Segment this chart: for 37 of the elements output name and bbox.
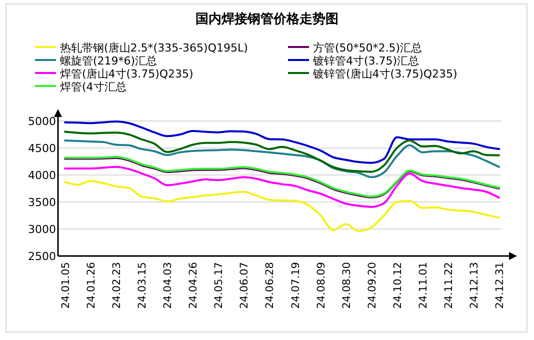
x-tick-label: 24.02.23	[111, 262, 124, 309]
legend-label: 焊管(唐山4寸(3.75)Q235)	[60, 68, 194, 80]
y-tick-label: 2500	[28, 250, 56, 263]
legend-label: 焊管(4寸汇总	[60, 80, 126, 94]
x-tick-label: 24.04.03	[162, 262, 174, 309]
legend-label: 螺旋管(219*6)汇总	[60, 54, 158, 68]
legend-label: 方管(50*50*2.5)汇总	[313, 42, 422, 54]
y-tick-label: 3500	[28, 196, 56, 209]
x-tick-label: 24.11.01	[417, 262, 430, 309]
y-tick-label: 4000	[28, 169, 56, 182]
x-tick-label: 24.07.19	[290, 262, 302, 309]
x-tick-label: 24.08.09	[315, 262, 328, 309]
legend-label: 热轧带钢(唐山2.5*(335-365)Q195L)	[60, 42, 248, 54]
x-tick-label: 24.04.26	[188, 262, 200, 309]
x-tick-label: 24.10.12	[392, 262, 404, 309]
x-tick-label: 24.01.26	[86, 262, 98, 309]
x-tick-label: 24.12.31	[494, 262, 506, 309]
line-series	[64, 166, 500, 208]
line-series	[64, 120, 500, 164]
line-series	[64, 180, 500, 232]
x-tick-label: 24.08.30	[340, 262, 353, 309]
x-tick-label: 24.01.05	[60, 262, 72, 309]
legend-label: 镀锌管(唐山4寸(3.75)Q235)	[312, 68, 458, 80]
x-tick-label: 24.11.22	[442, 262, 455, 309]
x-tick-label: 24.05.17	[213, 262, 226, 309]
legend-label: 镀锌管4寸(3.75)汇总	[312, 54, 420, 68]
y-tick-label: 5000	[28, 115, 56, 128]
x-tick-label: 24.06.28	[264, 262, 276, 309]
x-tick-label: 24.03.15	[136, 262, 149, 309]
x-tick-label: 24.06.07	[238, 262, 251, 309]
x-tick-label: 24.12.13	[468, 262, 480, 309]
x-tick-label: 24.09.20	[366, 262, 378, 309]
chart-title: 国内焊接钢管价格走势图	[196, 11, 338, 27]
y-tick-label: 4500	[28, 142, 56, 155]
y-tick-label: 3000	[28, 223, 56, 236]
line-series	[64, 130, 500, 173]
line-series	[64, 139, 500, 178]
